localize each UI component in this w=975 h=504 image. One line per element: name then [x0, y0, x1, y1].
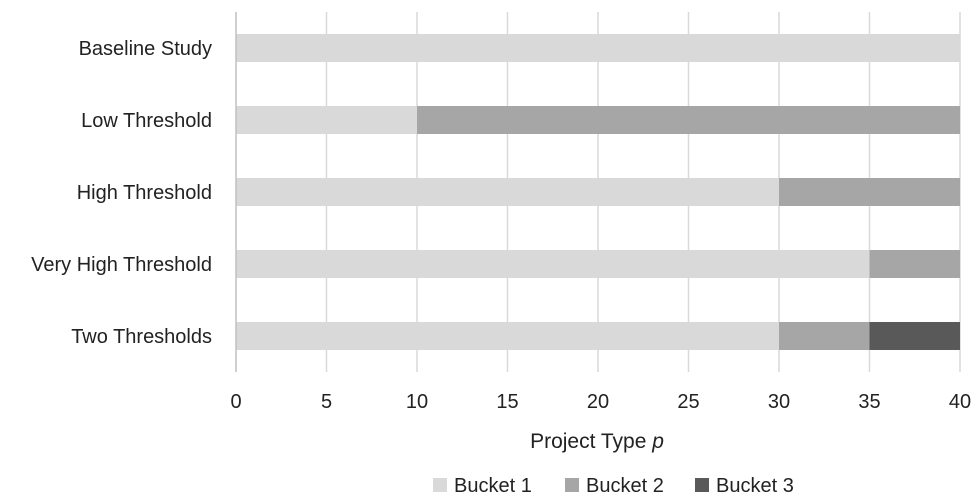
bar-segment — [236, 322, 779, 350]
bar-segment — [417, 106, 960, 134]
x-tick-label: 0 — [230, 391, 241, 413]
legend-label: Bucket 2 — [586, 475, 664, 497]
x-tick-label: 25 — [677, 391, 699, 413]
x-tick-label: 35 — [858, 391, 880, 413]
x-tick-label: 15 — [496, 391, 518, 413]
x-axis-title-variable: p — [651, 430, 664, 453]
legend-swatch — [565, 478, 579, 492]
bar-segment — [869, 250, 960, 278]
category-label: Baseline Study — [79, 38, 212, 60]
category-label: Two Thresholds — [71, 326, 212, 348]
category-labels: Baseline Study Low Threshold High Threshol… — [31, 38, 212, 348]
category-label: Very High Threshold — [31, 254, 212, 276]
x-tick-labels: 0 5 10 15 20 25 30 35 40 — [230, 391, 971, 413]
category-label: Low Threshold — [81, 110, 212, 132]
x-tick-label: 30 — [768, 391, 790, 413]
legend-swatch — [433, 478, 447, 492]
x-axis-title: Project Type p — [530, 430, 664, 453]
bar-segment — [779, 178, 960, 206]
category-label: High Threshold — [77, 182, 212, 204]
x-tick-label: 20 — [587, 391, 609, 413]
bars — [236, 34, 960, 350]
bar-segment — [779, 322, 870, 350]
legend-label: Bucket 3 — [716, 475, 794, 497]
bar-segment — [236, 250, 870, 278]
bar-segment — [869, 322, 960, 350]
x-axis-title-text: Project Type — [530, 430, 652, 453]
x-tick-label: 40 — [949, 391, 971, 413]
legend-label: Bucket 1 — [454, 475, 532, 497]
legend: Bucket 1 Bucket 2 Bucket 3 — [433, 475, 794, 497]
x-tick-label: 10 — [406, 391, 428, 413]
bar-segment — [236, 34, 960, 62]
legend-swatch — [695, 478, 709, 492]
bar-segment — [236, 106, 417, 134]
bar-segment — [236, 178, 779, 206]
x-tick-label: 5 — [321, 391, 332, 413]
